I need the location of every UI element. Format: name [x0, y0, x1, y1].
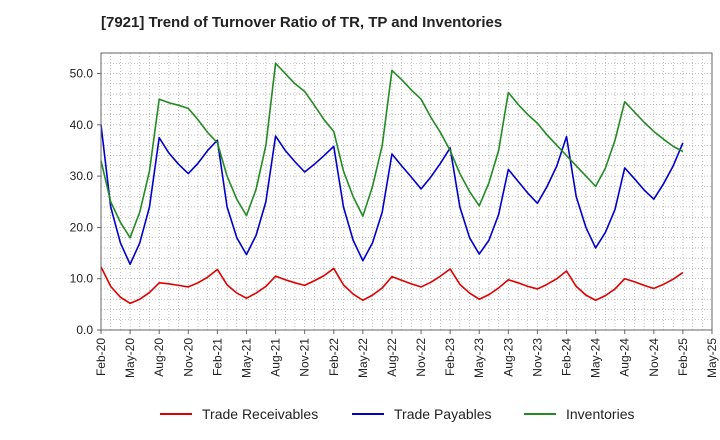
y-tick-label: 50.0 [70, 67, 94, 81]
y-tick-label: 40.0 [70, 118, 94, 132]
legend-item-trade-receivables: Trade Receivables [160, 404, 318, 424]
y-tick-label: 0.0 [76, 323, 93, 337]
chart-title: [7921] Trend of Turnover Ratio of TR, TP… [101, 14, 503, 31]
x-tick-label: Feb-25 [676, 338, 690, 376]
series-lines [100, 62, 684, 305]
plot-frame [100, 52, 713, 331]
x-tick-label: Feb-20 [94, 338, 108, 376]
x-tick-label: Feb-24 [560, 338, 574, 376]
legend-swatch-trade-receivables [160, 413, 192, 415]
y-tick-label: 20.0 [70, 220, 94, 234]
x-tick-label: Aug-21 [269, 338, 283, 377]
x-tick-label: May-21 [239, 338, 253, 378]
legend-label-trade-receivables: Trade Receivables [202, 406, 319, 422]
x-tick-label: Nov-23 [530, 338, 544, 377]
x-tick-label: Feb-21 [210, 338, 224, 376]
legend-label-trade-payables: Trade Payables [394, 406, 492, 422]
legend-swatch-trade-payables [352, 413, 384, 415]
x-tick-label: May-23 [472, 338, 486, 378]
legend-swatch-inventories [524, 413, 556, 415]
x-tick-label: May-24 [589, 338, 603, 378]
x-tick-label: May-25 [705, 338, 719, 378]
x-tick-label: Feb-22 [327, 338, 341, 376]
x-tick-label: Nov-22 [414, 338, 428, 377]
x-tick-label: Aug-22 [385, 338, 399, 377]
grid-lines [101, 53, 712, 330]
x-tick-label: Aug-20 [152, 338, 166, 377]
x-tick-label: Feb-23 [443, 338, 457, 376]
x-tick-label: May-20 [123, 338, 137, 378]
x-tick-label: Aug-24 [618, 338, 632, 377]
series-line-trade-receivables [100, 266, 684, 305]
x-axis: Feb-20 May-20 Aug-20 Nov-20 Feb-21 May-21 Aug-… [94, 330, 719, 378]
x-tick-label: Nov-21 [298, 338, 312, 377]
y-axis: 0.0 10.0 20.0 30.0 40.0 50.0 [70, 67, 101, 337]
legend: Trade Receivables Trade Payables Invento… [0, 404, 720, 426]
series-line-trade-payables [100, 124, 684, 266]
x-tick-label: Aug-23 [501, 338, 515, 377]
x-tick-label: May-22 [356, 338, 370, 378]
y-tick-label: 30.0 [70, 169, 94, 183]
x-tick-label: Nov-20 [181, 338, 195, 377]
legend-item-inventories: Inventories [524, 404, 634, 424]
series-line-inventories [100, 62, 684, 239]
y-tick-label: 10.0 [70, 272, 94, 286]
x-tick-label: Nov-24 [647, 338, 661, 377]
legend-label-inventories: Inventories [566, 406, 635, 422]
legend-item-trade-payables: Trade Payables [352, 404, 492, 424]
